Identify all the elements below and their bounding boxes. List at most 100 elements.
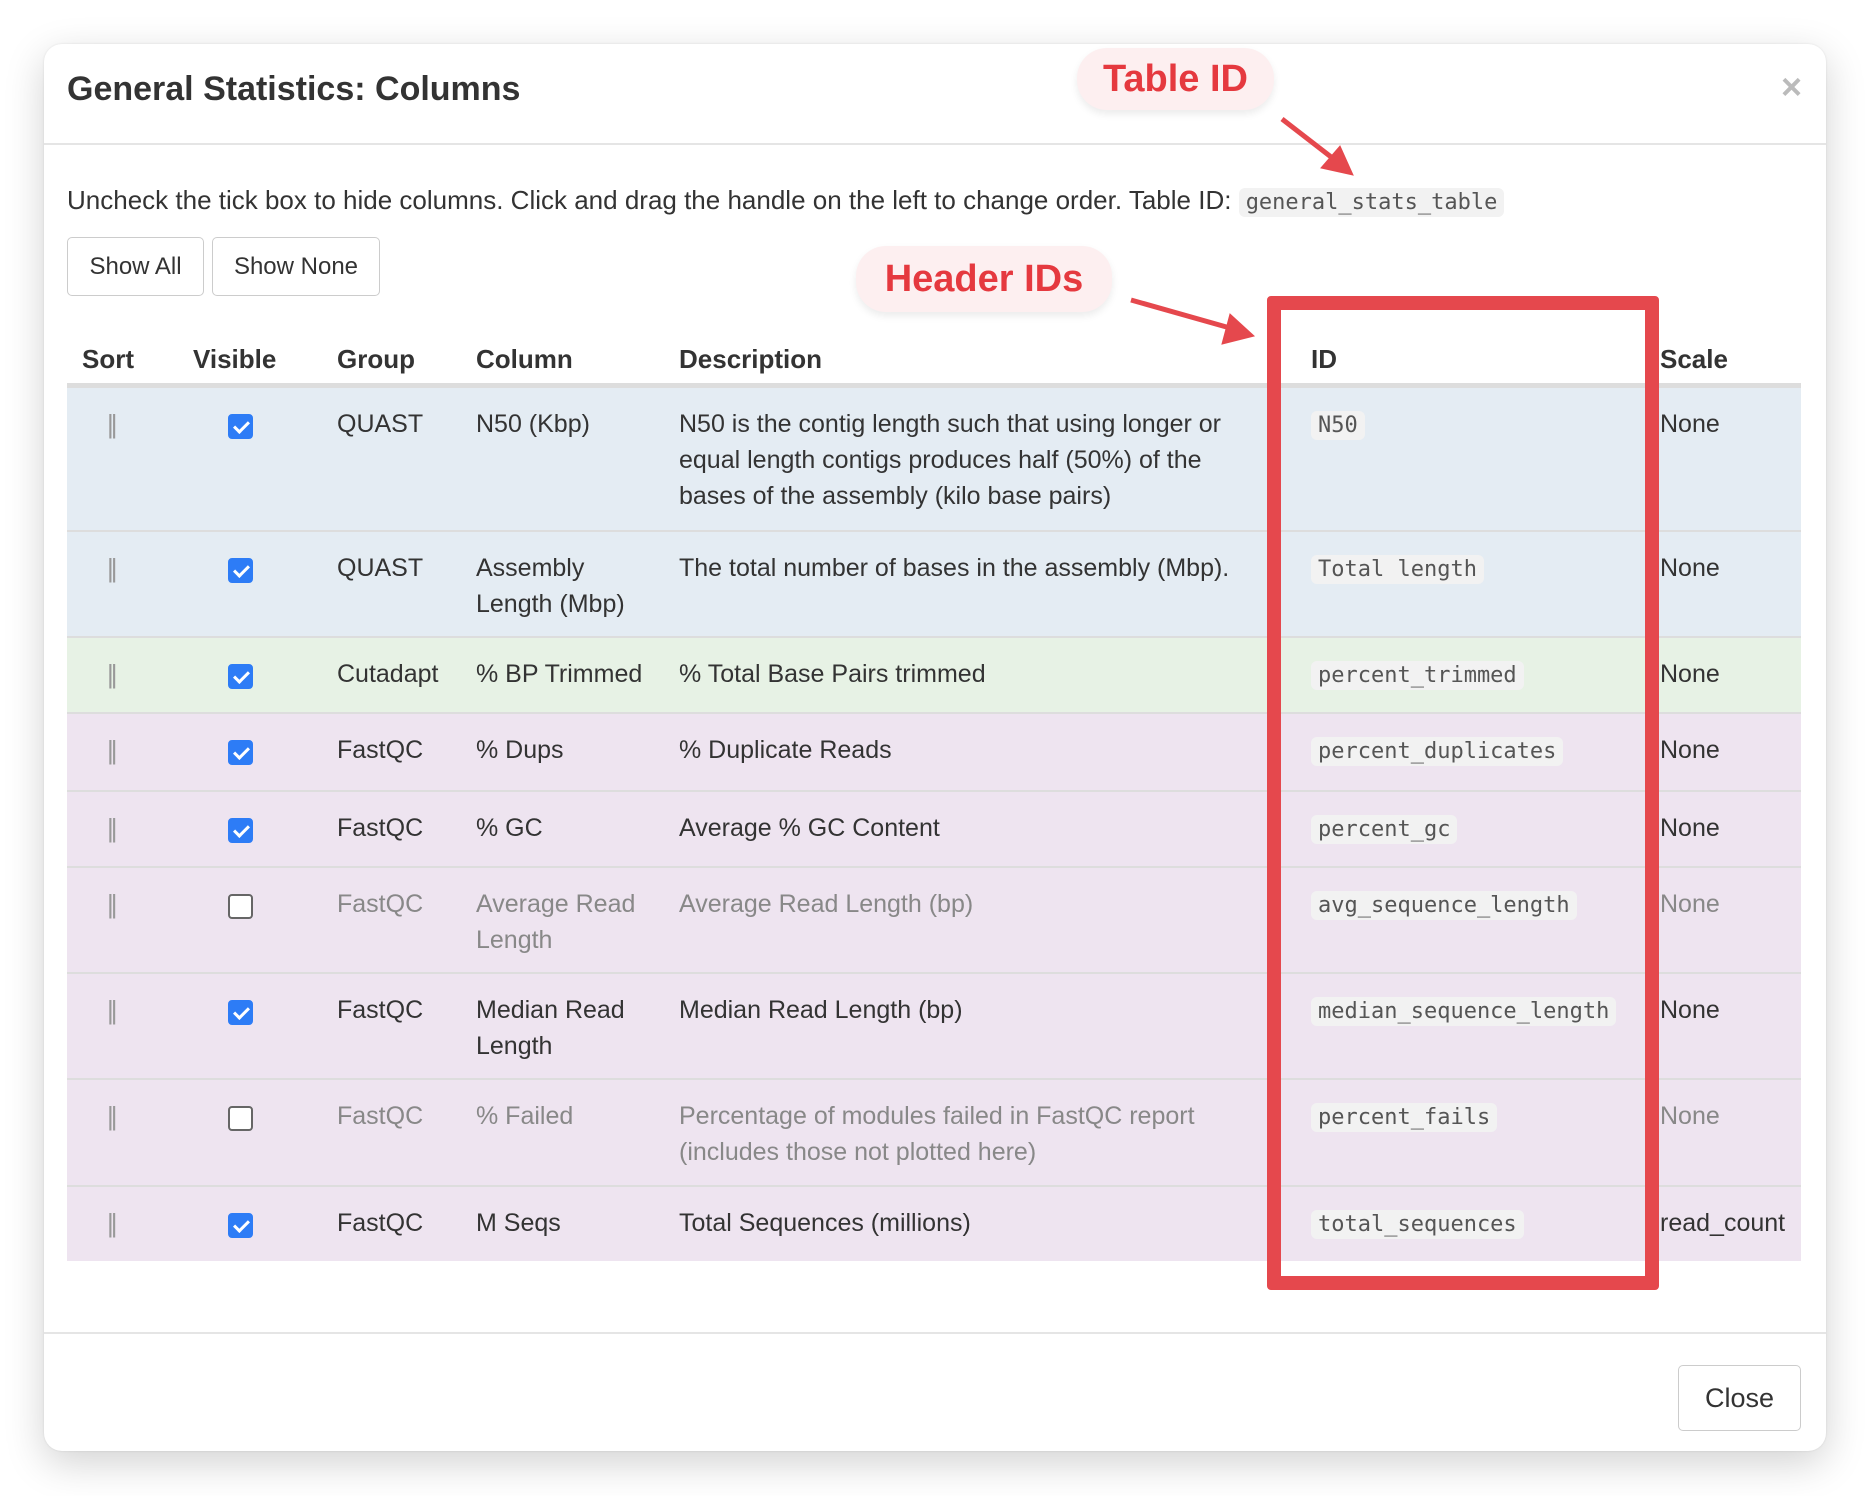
scale-cell: None [1660, 890, 1720, 918]
visible-checkbox[interactable] [228, 558, 253, 583]
column-cell: % GC [476, 814, 543, 842]
column-cell: Assembly Length (Mbp) [476, 554, 625, 618]
id-cell: percent_gc [1311, 810, 1458, 848]
id-cell: total_sequences [1311, 1205, 1524, 1243]
group-cell: FastQC [337, 1209, 424, 1237]
drag-handle-icon[interactable]: || [107, 889, 117, 919]
id-code: Total length [1311, 555, 1484, 584]
table-row: || QUAST Assembly Length (Mbp) The total… [67, 532, 1801, 638]
arrow-head-icon [1221, 313, 1256, 345]
drag-handle-icon[interactable]: || [107, 1208, 117, 1238]
drag-handle-icon[interactable]: || [107, 553, 117, 583]
description-cell: % Total Base Pairs trimmed [679, 660, 986, 688]
column-cell: Median Read Length [476, 996, 625, 1060]
header-ids-annotation: Header IDs [856, 246, 1112, 312]
column-cell: % BP Trimmed [476, 660, 643, 688]
description-cell: Average % GC Content [679, 814, 940, 842]
visible-checkbox[interactable] [228, 414, 253, 439]
drag-handle-icon[interactable]: || [107, 659, 117, 689]
header-group: Group [337, 344, 415, 374]
scale-cell: None [1660, 554, 1720, 582]
id-code: percent_trimmed [1311, 661, 1524, 690]
group-cell: FastQC [337, 736, 424, 764]
id-cell: percent_duplicates [1311, 732, 1564, 770]
scale-cell: None [1660, 736, 1720, 764]
visible-checkbox[interactable] [228, 1000, 253, 1025]
visible-checkbox[interactable] [228, 818, 253, 843]
table-row: || FastQC M Seqs Total Sequences (millio… [67, 1187, 1801, 1261]
column-cell: N50 (Kbp) [476, 410, 590, 438]
show-none-button[interactable]: Show None [212, 237, 380, 296]
id-cell: percent_fails [1311, 1098, 1498, 1136]
close-icon[interactable]: × [1780, 66, 1802, 107]
visible-checkbox[interactable] [228, 740, 253, 765]
description-cell: The total number of bases in the assembl… [679, 554, 1230, 582]
table-row: || Cutadapt % BP Trimmed % Total Base Pa… [67, 638, 1801, 714]
id-cell: N50 [1311, 406, 1365, 444]
group-cell: FastQC [337, 890, 424, 918]
column-cell: % Failed [476, 1102, 574, 1130]
column-cell: M Seqs [476, 1209, 561, 1237]
scale-cell: None [1660, 814, 1720, 842]
modal-header: General Statistics: Columns × [44, 44, 1826, 145]
description-cell: Median Read Length (bp) [679, 996, 963, 1024]
id-cell: median_sequence_length [1311, 992, 1617, 1030]
id-cell: Total length [1311, 550, 1484, 588]
header-scale: Scale [1660, 344, 1728, 374]
modal-footer [44, 1332, 1826, 1334]
visible-checkbox[interactable] [228, 1213, 253, 1238]
arrow-to-table-id [1280, 117, 1337, 162]
id-code: percent_gc [1311, 815, 1458, 844]
id-code: percent_duplicates [1311, 737, 1564, 766]
instructions-text: Uncheck the tick box to hide columns. Cl… [67, 185, 1232, 215]
table-row: || FastQC % GC Average % GC Content perc… [67, 792, 1801, 868]
header-description: Description [679, 344, 823, 374]
header-id: ID [1311, 344, 1337, 374]
column-cell: Average Read Length [476, 890, 636, 954]
id-code: median_sequence_length [1311, 997, 1617, 1026]
columns-table: Sort Visible Group Column Description ID… [67, 344, 1801, 1261]
id-cell: percent_trimmed [1311, 656, 1524, 694]
group-cell: QUAST [337, 554, 424, 582]
instructions: Uncheck the tick box to hide columns. Cl… [67, 180, 1505, 223]
visible-checkbox[interactable] [228, 894, 253, 919]
close-button[interactable]: Close [1678, 1365, 1801, 1431]
description-cell: Average Read Length (bp) [679, 890, 974, 918]
description-cell: % Duplicate Reads [679, 736, 892, 764]
table-row: || FastQC Average Read Length Average Re… [67, 868, 1801, 974]
scale-cell: None [1660, 1102, 1720, 1130]
column-cell: % Dups [476, 736, 564, 764]
scale-cell: read_count [1660, 1209, 1786, 1237]
drag-handle-icon[interactable]: || [107, 813, 117, 843]
drag-handle-icon[interactable]: || [107, 995, 117, 1025]
group-cell: FastQC [337, 814, 424, 842]
description-cell: N50 is the contig length such that using… [679, 410, 1222, 510]
arrow-head-icon [1320, 145, 1354, 176]
drag-handle-icon[interactable]: || [107, 409, 117, 439]
drag-handle-icon[interactable]: || [107, 1101, 117, 1131]
group-cell: Cutadapt [337, 660, 439, 688]
group-cell: FastQC [337, 996, 424, 1024]
table-id-code: general_stats_table [1238, 188, 1505, 217]
table-row: || FastQC Median Read Length Median Read… [67, 974, 1801, 1080]
visible-checkbox[interactable] [228, 1106, 253, 1131]
modal-title: General Statistics: Columns [67, 70, 521, 108]
table-row: || FastQC % Dups % Duplicate Reads perce… [67, 714, 1801, 792]
group-cell: QUAST [337, 410, 424, 438]
visible-checkbox[interactable] [228, 664, 253, 689]
table-id-annotation: Table ID [1077, 48, 1274, 110]
scale-cell: None [1660, 996, 1720, 1024]
scale-cell: None [1660, 410, 1720, 438]
arrow-to-header-ids [1130, 297, 1231, 331]
description-cell: Total Sequences (millions) [679, 1209, 971, 1237]
description-cell: Percentage of modules failed in FastQC r… [679, 1102, 1195, 1166]
id-cell: avg_sequence_length [1311, 886, 1577, 924]
header-sort: Sort [82, 344, 134, 374]
drag-handle-icon[interactable]: || [107, 735, 117, 765]
table-header: Sort Visible Group Column Description ID… [67, 344, 1801, 388]
show-all-button[interactable]: Show All [67, 237, 204, 296]
id-code: N50 [1311, 411, 1365, 440]
table-row: || QUAST N50 (Kbp) N50 is the contig len… [67, 388, 1801, 532]
table-row: || FastQC % Failed Percentage of modules… [67, 1080, 1801, 1187]
